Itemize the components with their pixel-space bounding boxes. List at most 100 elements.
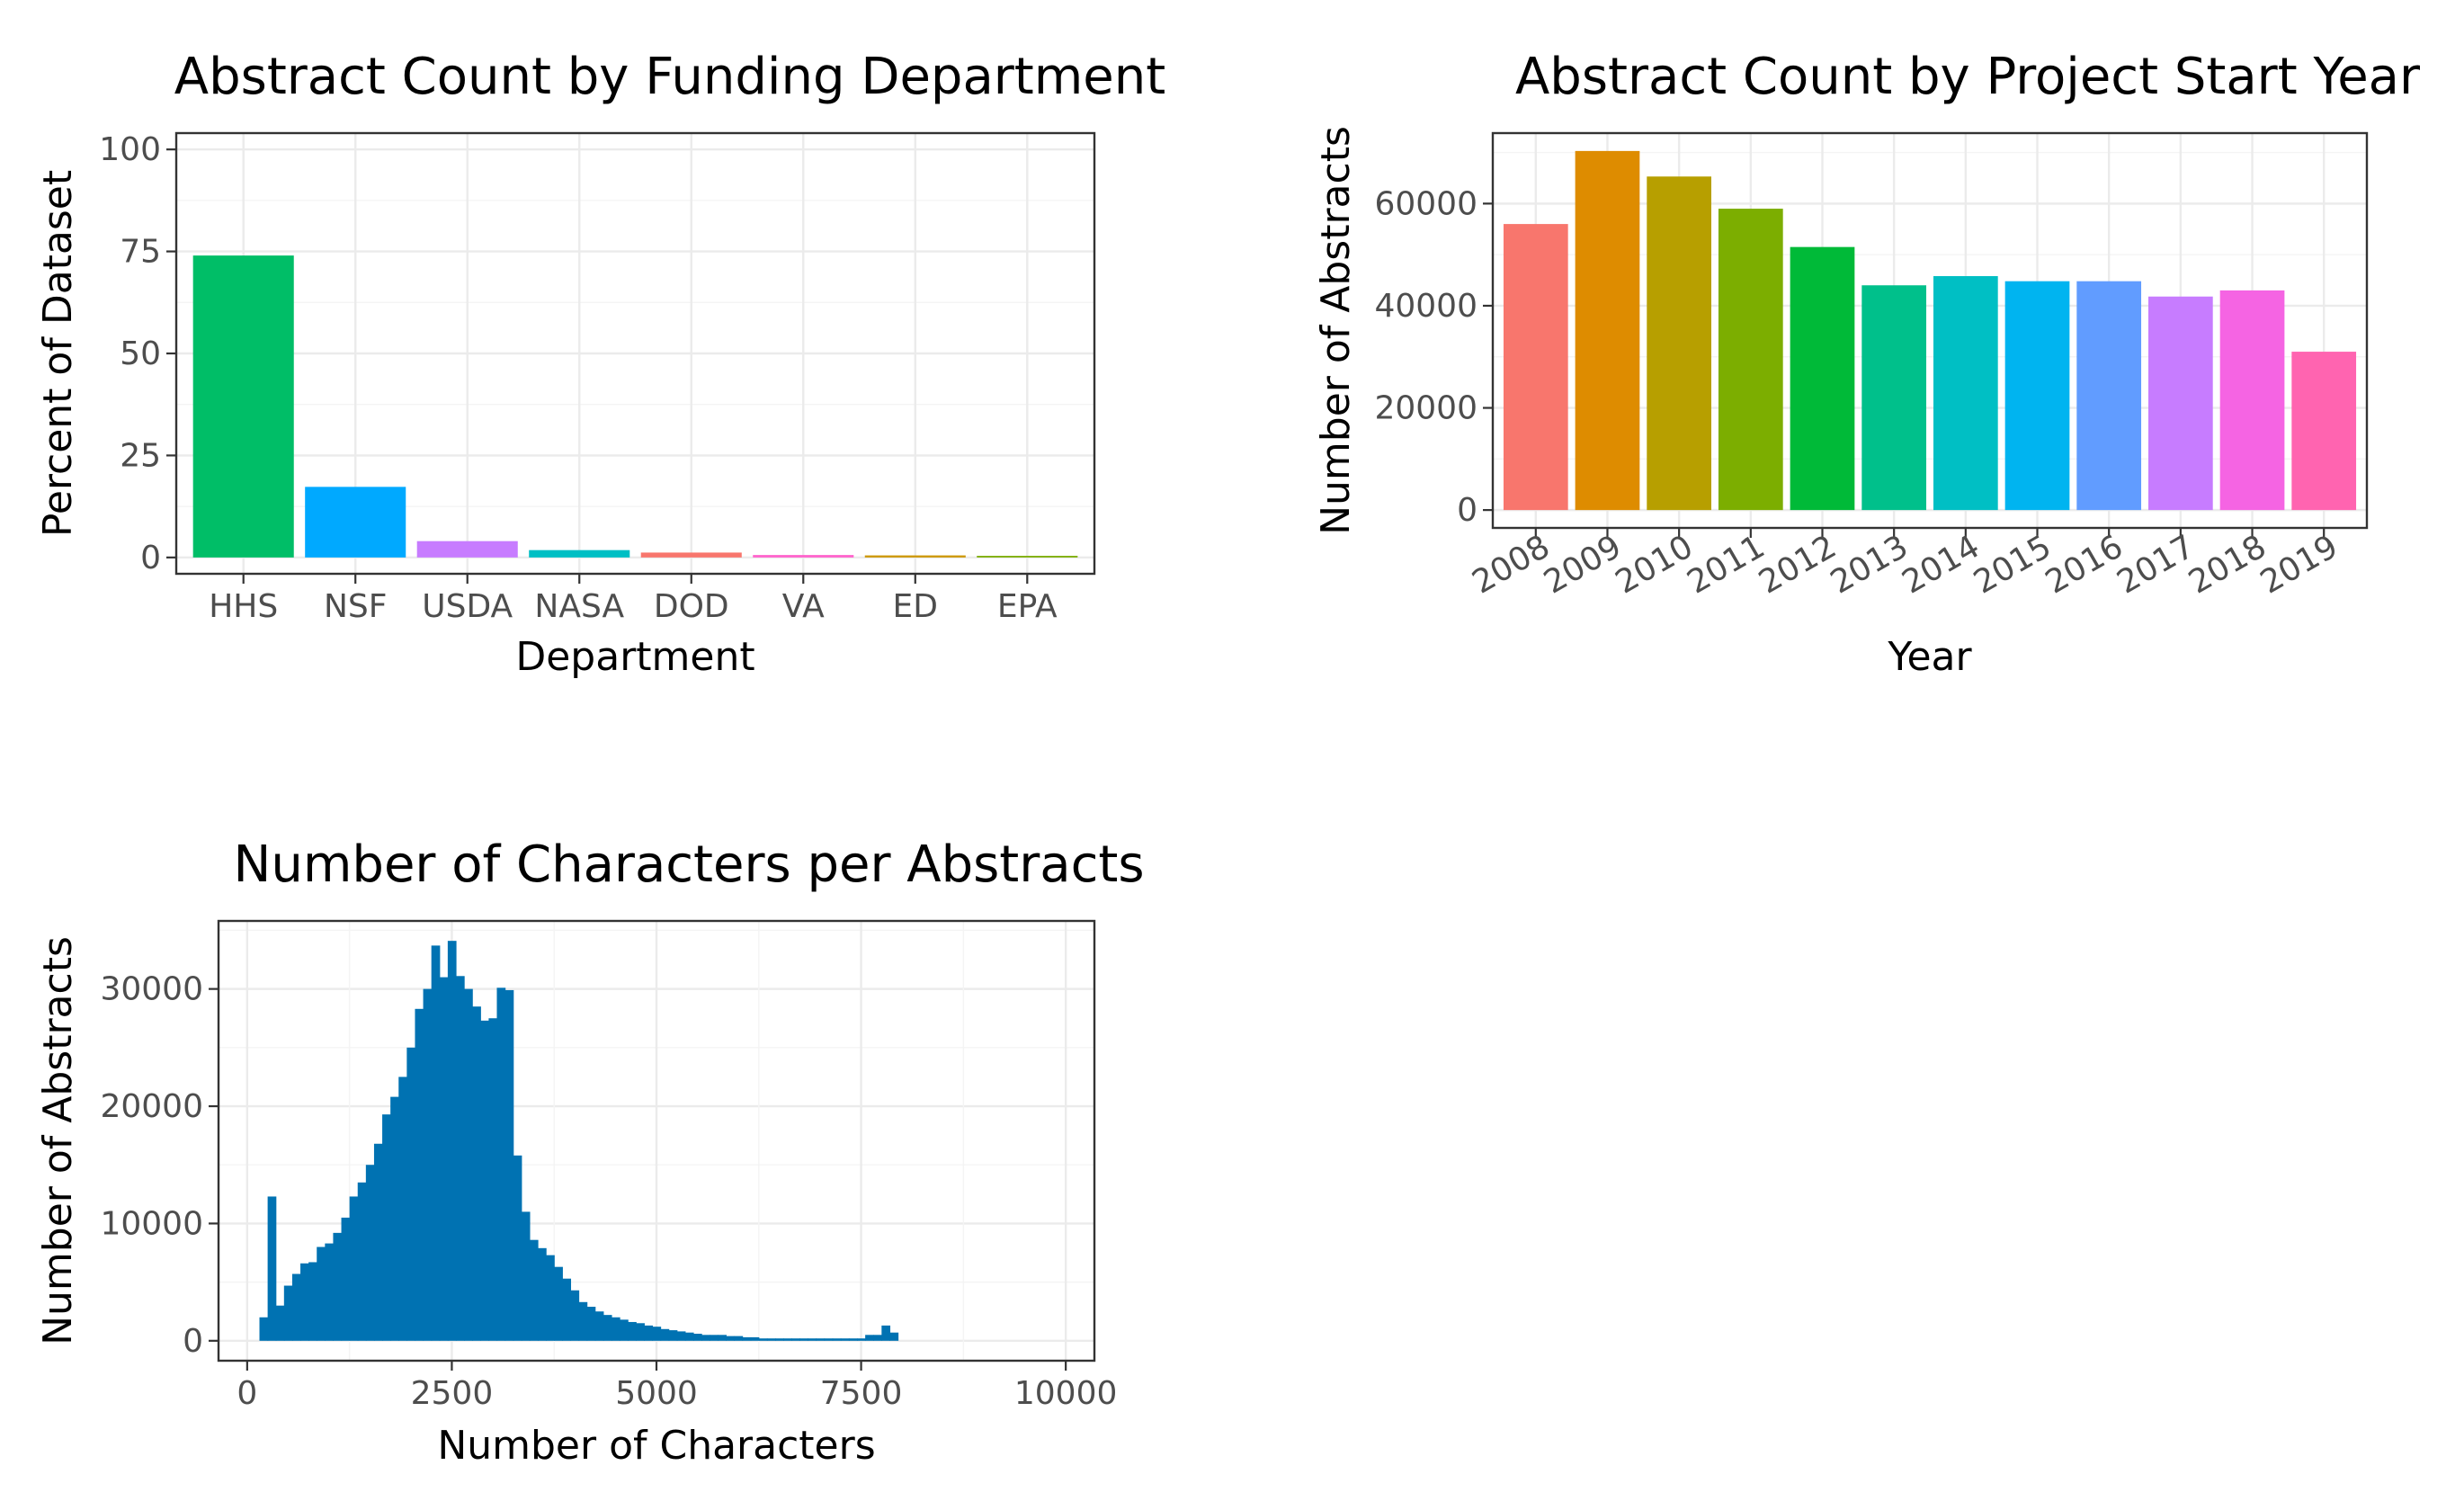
histogram-bin: [398, 1077, 407, 1341]
histogram-bin: [455, 976, 465, 1341]
x-tick-label: 5000: [615, 1375, 698, 1412]
x-tick-label: DOD: [654, 588, 729, 625]
histogram-bin: [889, 1332, 899, 1341]
y-tick-label: 40000: [1374, 288, 1478, 325]
histogram-bin: [529, 1239, 539, 1341]
y-axis-title: Number of Abstracts: [35, 936, 81, 1345]
histogram-bin: [341, 1217, 351, 1341]
histogram-bin: [586, 1307, 596, 1341]
histogram-bin: [325, 1243, 335, 1341]
histogram-bin: [291, 1273, 301, 1341]
histogram-bin: [390, 1096, 399, 1341]
x-tick-label: USDA: [422, 588, 513, 625]
year-bar-chart: 2008200920102011201220132014201520162017…: [1313, 48, 2421, 680]
histogram-bin: [734, 1336, 744, 1341]
histogram-bin: [774, 1338, 784, 1341]
histogram-bin: [873, 1335, 882, 1341]
x-axis-title: Year: [1887, 634, 1972, 680]
histogram-bin: [726, 1336, 736, 1341]
histogram-bin: [684, 1332, 694, 1341]
y-tick-label: 100: [99, 131, 161, 168]
bar-2010: [1647, 176, 1711, 511]
histogram-bin: [373, 1143, 383, 1341]
histogram-bin: [439, 977, 449, 1341]
x-tick-label: 2018: [2183, 528, 2272, 601]
bar-nsf: [305, 487, 406, 558]
histogram-bin: [816, 1338, 826, 1341]
bar-dod: [640, 552, 742, 558]
histogram-bin: [423, 988, 433, 1341]
histogram-bin: [636, 1323, 645, 1341]
bar-2014: [1933, 276, 1998, 511]
histogram-bin: [308, 1262, 317, 1341]
bar-2012: [1790, 246, 1855, 511]
histogram-bin: [701, 1335, 710, 1341]
x-tick-label: 2015: [1968, 528, 2058, 601]
x-tick-label: VA: [782, 588, 825, 625]
bar-2017: [2148, 296, 2213, 511]
y-tick-label: 60000: [1374, 185, 1478, 222]
histogram-bin: [857, 1338, 866, 1341]
x-tick-label: 10000: [1014, 1375, 1118, 1412]
histogram-bin: [799, 1338, 809, 1341]
histogram-bin: [349, 1196, 359, 1341]
x-tick-label: 2009: [1538, 528, 1628, 601]
chart-title: Abstract Count by Funding Department: [174, 48, 1165, 106]
histogram-bin: [652, 1327, 662, 1341]
histogram-bin: [333, 1232, 343, 1341]
x-tick-label: NSF: [324, 588, 388, 625]
x-tick-label: 2010: [1610, 528, 1700, 601]
x-tick-label: 2014: [1896, 528, 1986, 601]
y-tick-label: 0: [140, 540, 161, 576]
histogram-bin: [382, 1114, 391, 1341]
department-bar-chart: HHS NSF USDA NASA DOD VA ED EPA 0 25 50 75 100 Percen…: [35, 48, 1165, 680]
histogram-bin: [317, 1246, 326, 1341]
bar-2018: [2219, 290, 2285, 511]
bar-2015: [2004, 281, 2070, 511]
histogram-bin: [710, 1335, 719, 1341]
x-tick-label: EPA: [997, 588, 1058, 625]
histogram-bin: [668, 1330, 678, 1341]
x-axis-title: Department: [515, 634, 754, 680]
x-tick-label: NASA: [534, 588, 624, 625]
histogram-bin: [562, 1278, 572, 1341]
histogram-bin: [578, 1301, 588, 1341]
histogram-bin: [603, 1315, 612, 1341]
x-tick-label: HHS: [209, 588, 278, 625]
x-tick-label: 0: [237, 1375, 257, 1412]
x-tick-label: 2012: [1753, 528, 1843, 601]
bar-ed: [864, 555, 966, 558]
histogram-bin: [758, 1338, 768, 1341]
histogram-bin: [676, 1331, 686, 1341]
histogram-bin: [415, 1008, 424, 1341]
histogram-bin: [848, 1338, 858, 1341]
histogram-bin: [267, 1196, 277, 1341]
histogram-bin: [808, 1338, 817, 1341]
x-tick-label: 2011: [1681, 528, 1771, 601]
histogram-bin: [865, 1335, 874, 1341]
y-tick-label: 20000: [1374, 390, 1478, 427]
x-tick-label: 2019: [2254, 528, 2344, 601]
y-tick-label: 75: [120, 234, 161, 271]
histogram-bin: [594, 1311, 604, 1341]
bar-usda: [416, 541, 518, 558]
histogram-bin: [496, 987, 506, 1341]
histogram-bin: [644, 1325, 654, 1341]
histogram-bin: [824, 1338, 834, 1341]
histogram-bin: [783, 1338, 792, 1341]
histogram-bin: [431, 945, 441, 1341]
histogram-bin: [259, 1317, 269, 1341]
y-axis-title: Percent of Dataset: [35, 170, 81, 537]
histogram-bin: [488, 1018, 498, 1341]
x-tick-label: 7500: [820, 1375, 903, 1412]
x-axis-title: Number of Characters: [437, 1423, 875, 1469]
histogram-bin: [365, 1165, 375, 1341]
x-tick-label: 2008: [1466, 528, 1556, 601]
x-tick-label: 2016: [2040, 528, 2129, 601]
y-axis-title: Number of Abstracts: [1313, 126, 1359, 535]
bar-2019: [2291, 352, 2357, 511]
x-tick-label: 2013: [1825, 528, 1915, 601]
y-tick-label: 0: [1457, 492, 1478, 529]
histogram-bin: [546, 1255, 555, 1341]
